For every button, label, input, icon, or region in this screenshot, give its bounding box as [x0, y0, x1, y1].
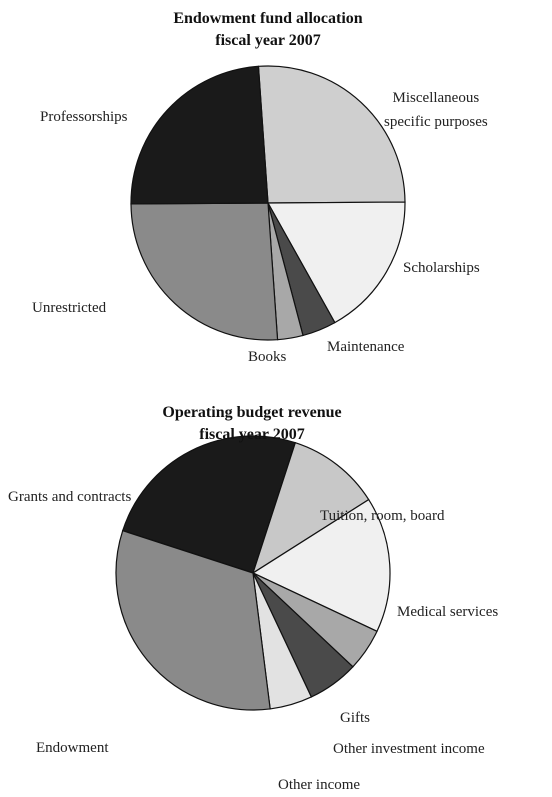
slice-label: Unrestricted [32, 300, 107, 316]
slice-label: Medical services [397, 604, 499, 620]
slice-label: Miscellaneous specific purposes [384, 90, 488, 130]
slice-label: Other investment income [333, 741, 485, 757]
slice-label: Professorships [40, 109, 128, 125]
slice-label: Maintenance [327, 339, 405, 355]
chart-title: Endowment fund allocation fiscal year 20… [173, 10, 363, 49]
slice-label: Grants and contracts [8, 489, 132, 505]
slice-label: Endowment [36, 740, 109, 756]
slice-label: Other income [278, 777, 361, 793]
slice-label: Scholarships [403, 260, 480, 276]
slice-label: Books [248, 349, 287, 365]
slice-label: Tuition, room, board [320, 508, 445, 524]
pie-slice [257, 65, 406, 204]
slice-label: Gifts [340, 710, 370, 726]
pie-slice [130, 65, 269, 205]
pie-slice [121, 435, 297, 574]
chart-title: Operating budget revenue fiscal year 200… [162, 404, 342, 443]
pie-slice [115, 529, 271, 711]
pie-slice [251, 441, 370, 575]
pie-slice [266, 201, 406, 324]
pie-slice [251, 498, 391, 633]
pie-slice [130, 202, 279, 341]
